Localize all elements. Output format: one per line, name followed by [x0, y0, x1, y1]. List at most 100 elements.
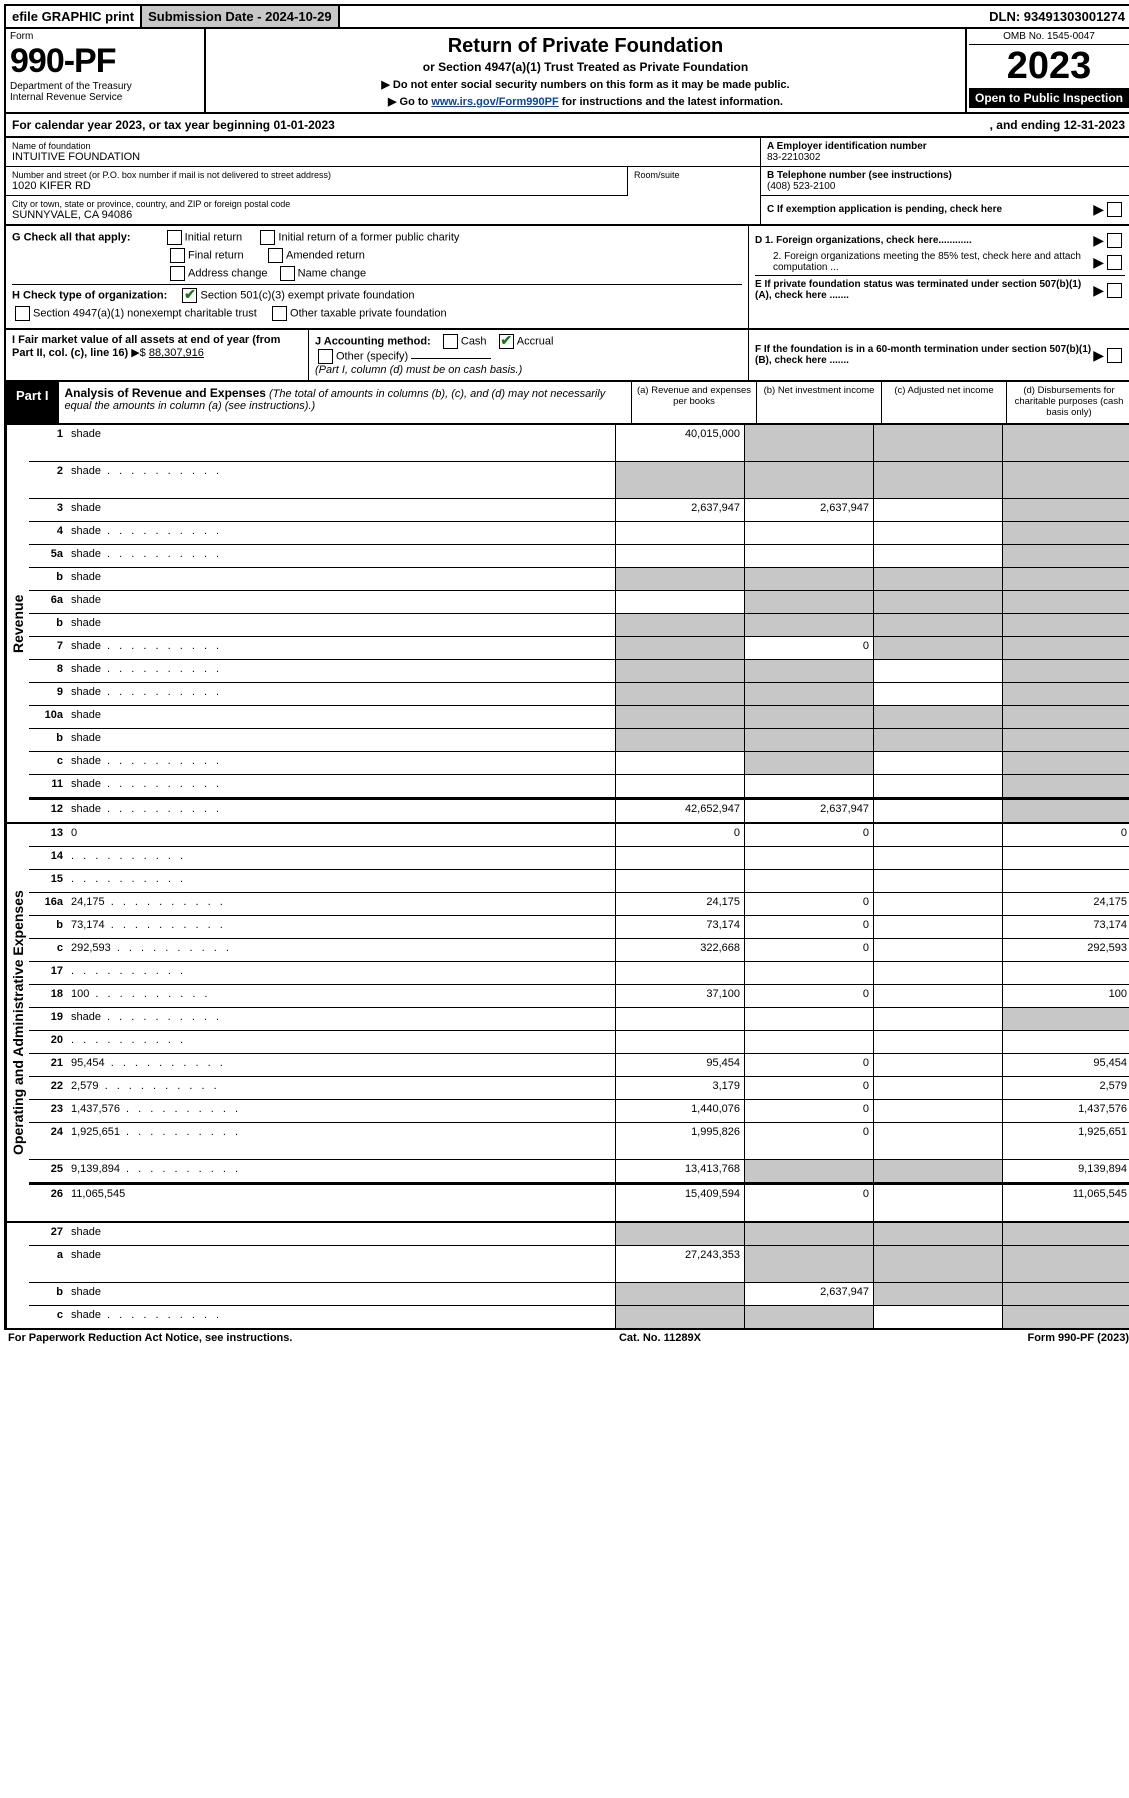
expenses-table: Operating and Administrative Expenses 13… [4, 824, 1129, 1223]
part1-header: Part I Analysis of Revenue and Expenses … [4, 382, 1129, 425]
opt-other-method: Other (specify) [336, 350, 408, 362]
cb-501c3[interactable] [182, 288, 197, 303]
opt-cash: Cash [461, 335, 487, 347]
final-rows: 27shadeashade27,243,353bshade2,637,947cs… [29, 1223, 1129, 1328]
cb-amended[interactable] [268, 248, 283, 263]
revenue-side-label: Revenue [6, 425, 29, 822]
line-number: b [29, 614, 67, 636]
line-description: 2,579 [67, 1077, 615, 1099]
line-description: shade [67, 683, 615, 705]
line-number: 23 [29, 1100, 67, 1122]
table-cell [1002, 800, 1129, 822]
table-cell [873, 591, 1002, 613]
opt-accrual: Accrual [517, 335, 554, 347]
table-cell [615, 752, 744, 774]
cb-initial-return[interactable] [167, 230, 182, 245]
cb-accrual[interactable] [499, 334, 514, 349]
cb-d1[interactable] [1107, 233, 1122, 248]
table-cell [1002, 1246, 1129, 1282]
table-row: 2shade [29, 462, 1129, 499]
cb-cash[interactable] [443, 334, 458, 349]
table-cell [873, 1031, 1002, 1053]
line-description [67, 962, 615, 984]
line-number: 3 [29, 499, 67, 521]
table-row: 222,5793,17902,579 [29, 1077, 1129, 1100]
table-cell [873, 522, 1002, 544]
line-number: 11 [29, 775, 67, 797]
table-row: ashade27,243,353 [29, 1246, 1129, 1283]
line-description [67, 847, 615, 869]
table-cell [744, 752, 873, 774]
table-cell [1002, 522, 1129, 544]
table-cell [1002, 775, 1129, 797]
line-number: c [29, 1306, 67, 1328]
i-value: 88,307,916 [149, 347, 204, 359]
table-cell [873, 1008, 1002, 1030]
opt-4947: Section 4947(a)(1) nonexempt charitable … [33, 307, 257, 319]
table-cell [744, 462, 873, 498]
table-cell [615, 591, 744, 613]
opt-final-return: Final return [188, 249, 244, 261]
efile-label[interactable]: efile GRAPHIC print [6, 6, 142, 27]
footer: For Paperwork Reduction Act Notice, see … [4, 1330, 1129, 1346]
line-number: 2 [29, 462, 67, 498]
table-cell [1002, 1283, 1129, 1305]
table-cell [744, 660, 873, 682]
cb-e[interactable] [1107, 283, 1122, 298]
table-cell [744, 1008, 873, 1030]
exemption-checkbox[interactable] [1107, 202, 1122, 217]
cb-4947[interactable] [15, 306, 30, 321]
footer-catno: Cat. No. 11289X [619, 1332, 701, 1344]
table-cell [873, 1054, 1002, 1076]
table-cell: 73,174 [615, 916, 744, 938]
line-description: 95,454 [67, 1054, 615, 1076]
line-description: 73,174 [67, 916, 615, 938]
header-center: Return of Private Foundation or Section … [206, 29, 965, 112]
cb-initial-former[interactable] [260, 230, 275, 245]
table-cell [873, 1246, 1002, 1282]
g-label: G Check all that apply: [12, 231, 131, 243]
line-description: 0 [67, 824, 615, 846]
table-cell: 2,637,947 [615, 499, 744, 521]
table-cell [1002, 591, 1129, 613]
line-number: 5a [29, 545, 67, 567]
line-description: 11,065,545 [67, 1185, 615, 1221]
arrow-icon: ▶ [1093, 201, 1104, 218]
form-title: Return of Private Foundation [210, 35, 961, 58]
table-row: 17 [29, 962, 1129, 985]
line-description: shade [67, 729, 615, 751]
cb-other-method[interactable] [318, 349, 333, 364]
table-cell [873, 614, 1002, 636]
irs-link[interactable]: www.irs.gov/Form990PF [431, 96, 558, 108]
table-cell [1002, 637, 1129, 659]
table-cell [873, 1306, 1002, 1328]
table-cell: 2,579 [1002, 1077, 1129, 1099]
info-left: Name of foundation INTUITIVE FOUNDATION … [6, 138, 760, 224]
other-specify-input[interactable] [411, 358, 491, 359]
cb-other-taxable[interactable] [272, 306, 287, 321]
line-number: 27 [29, 1223, 67, 1245]
table-cell [744, 1031, 873, 1053]
table-cell [615, 1223, 744, 1245]
cb-final-return[interactable] [170, 248, 185, 263]
instr-ssn: ▶ Do not enter social security numbers o… [210, 78, 961, 91]
table-cell: 9,139,894 [1002, 1160, 1129, 1182]
table-row: bshade [29, 729, 1129, 752]
table-cell: 73,174 [1002, 916, 1129, 938]
table-cell [744, 1246, 873, 1282]
info-right: A Employer identification number 83-2210… [760, 138, 1129, 224]
opt-name-change: Name change [298, 267, 367, 279]
cb-f[interactable] [1107, 348, 1122, 363]
table-cell [873, 824, 1002, 846]
table-cell [744, 1160, 873, 1182]
line-number: 21 [29, 1054, 67, 1076]
footer-paperwork: For Paperwork Reduction Act Notice, see … [8, 1332, 292, 1344]
table-row: 9shade [29, 683, 1129, 706]
cb-address-change[interactable] [170, 266, 185, 281]
opt-501c3: Section 501(c)(3) exempt private foundat… [200, 289, 414, 301]
opt-initial-return: Initial return [185, 231, 242, 243]
table-row: 19shade [29, 1008, 1129, 1031]
cb-d2[interactable] [1107, 255, 1122, 270]
table-cell: 0 [1002, 824, 1129, 846]
cb-name-change[interactable] [280, 266, 295, 281]
